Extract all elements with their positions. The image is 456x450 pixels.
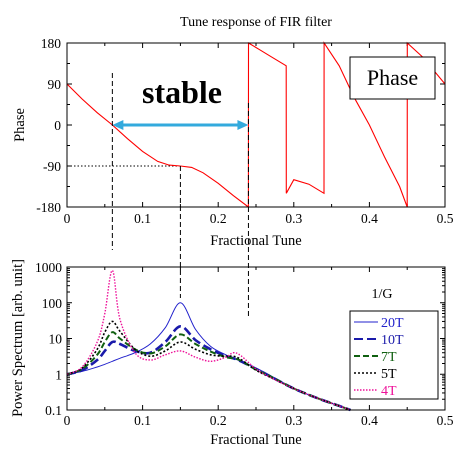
phase-x-tick-label: 0.5: [437, 211, 454, 226]
stable-label: stable: [142, 74, 222, 110]
legend-label-4T: 4T: [381, 384, 397, 399]
phase-label-box: [349, 56, 436, 100]
cross-panel-guides: [111, 73, 249, 318]
stable-arrow-right-head: [237, 120, 249, 130]
phase-y-axis-label: Phase: [12, 108, 28, 142]
stable-arrow-left-head: [112, 120, 124, 130]
power-plot-frame: [66, 266, 446, 411]
power-x-tick-label: 0.5: [437, 413, 454, 428]
power-series: [66, 269, 351, 412]
phase-y-tick-label: -180: [36, 200, 61, 215]
legend-label-20T: 20T: [381, 316, 404, 331]
power-x-tick-label: 0.2: [210, 413, 227, 428]
stable-range-arrow: [112, 120, 249, 130]
phase-y-tick-label: -90: [43, 159, 61, 174]
phase-x-axis-label: Fractional Tune: [210, 233, 301, 249]
phase-y-tick-label: 0: [54, 118, 61, 133]
power-series-5T: [66, 320, 351, 411]
power-x-tick-label: 0.1: [134, 413, 151, 428]
phase-x-tick-label: 0.2: [210, 211, 227, 226]
phase-x-tick-label: 0.3: [285, 211, 302, 226]
legend-label-5T: 5T: [381, 367, 397, 382]
power-series-20T: [66, 302, 351, 411]
phase-x-tick-label: 0: [64, 211, 71, 226]
power-x-tick-label: 0.3: [285, 413, 302, 428]
power-series-10T: [66, 325, 351, 412]
legend-title: 1/G: [372, 287, 393, 302]
power-y-axis-label: Power Spectrum [arb. unit]: [10, 259, 26, 417]
legend-label-7T: 7T: [381, 350, 397, 365]
phase-x-tick-label: 0.1: [134, 211, 151, 226]
power-y-tick-label: 10: [49, 332, 63, 347]
power-x-tick-label: 0.4: [361, 413, 378, 428]
phase-y-tick-label: 90: [48, 77, 62, 92]
power-series-4T: [66, 269, 351, 411]
legend-label-10T: 10T: [381, 333, 404, 348]
power-y-tick-label: 0.1: [45, 403, 62, 418]
power-y-tick-label: 1000: [35, 260, 62, 275]
phase-x-tick-label: 0.4: [361, 211, 378, 226]
chart-title: Tune response of FIR filter: [180, 15, 332, 30]
legend: 20T 10T 7T 5T 4T: [349, 310, 439, 400]
power-y-tick-label: 100: [42, 296, 63, 311]
phase-y-tick-label: 180: [41, 36, 62, 51]
power-y-tick-label: 1: [55, 367, 62, 382]
power-x-tick-label: 0: [64, 413, 71, 428]
phase-label: Phase: [367, 65, 418, 90]
phase-series: [66, 41, 446, 209]
phase-curve: [66, 41, 446, 209]
phase-panel: 0 0.1 0.2 0.3 0.4 0.5 180 90 0 -90 -180 stable Pha…: [12, 36, 454, 249]
power-x-axis-label: Fractional Tune: [210, 432, 301, 448]
phase-plot-frame: [66, 42, 446, 208]
